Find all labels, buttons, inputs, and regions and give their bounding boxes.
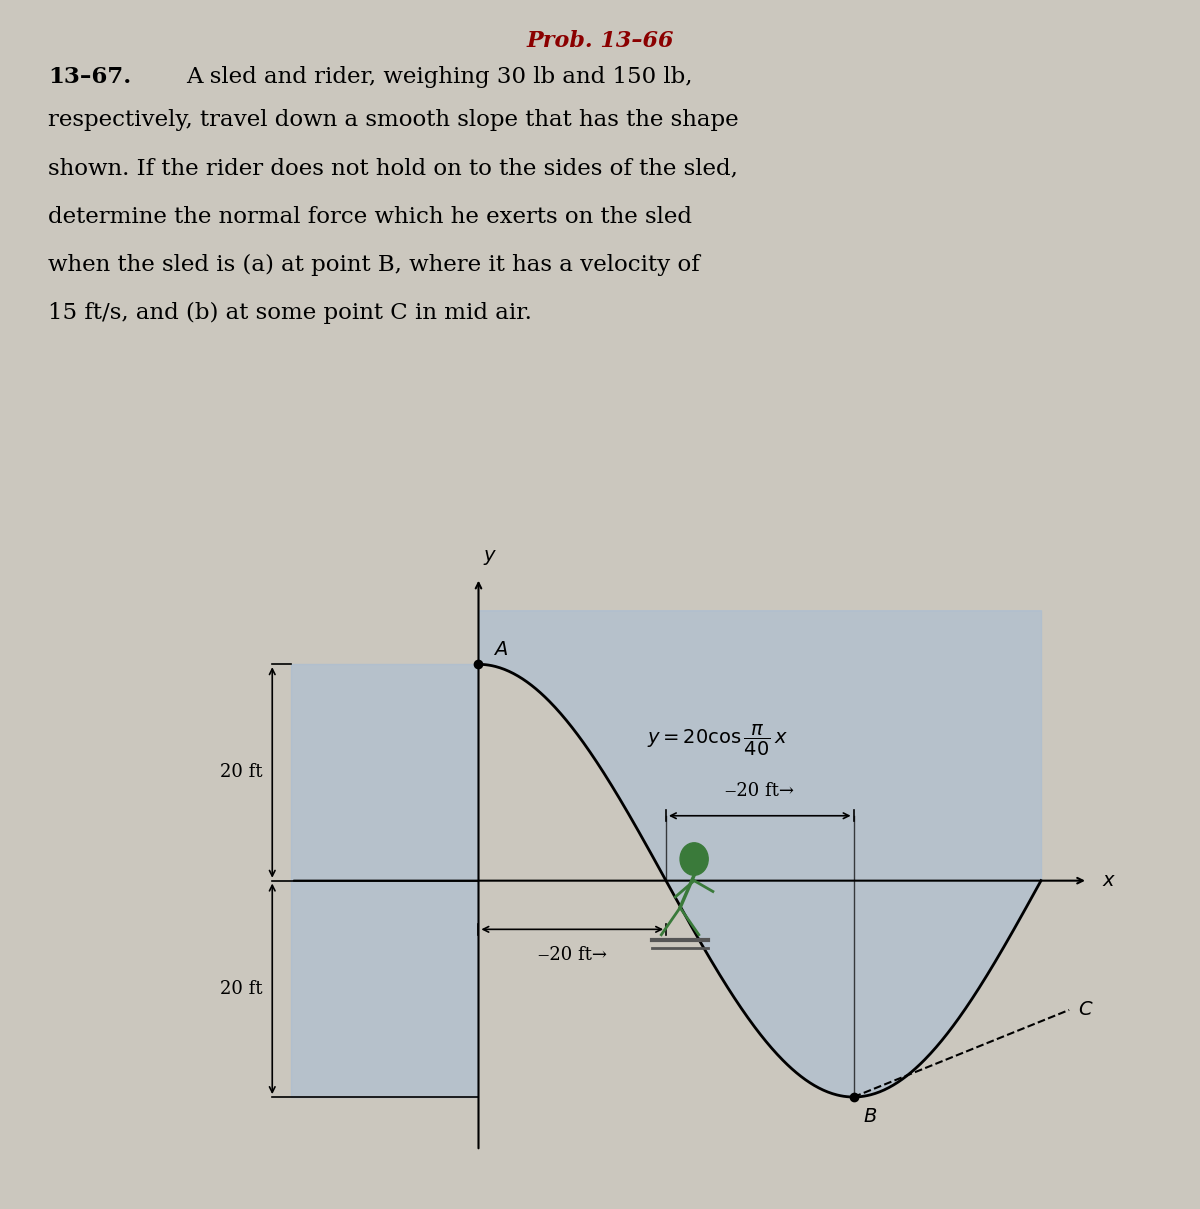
Text: $x$: $x$ (1102, 872, 1116, 890)
Text: 20 ft: 20 ft (221, 764, 263, 781)
Text: when the sled is (a) at point B, where it has a velocity of: when the sled is (a) at point B, where i… (48, 254, 700, 276)
Text: determine the normal force which he exerts on the sled: determine the normal force which he exer… (48, 206, 692, 227)
Text: respectively, travel down a smooth slope that has the shape: respectively, travel down a smooth slope… (48, 109, 739, 131)
Text: $B$: $B$ (863, 1107, 877, 1126)
Text: $y = 20\cos\dfrac{\pi}{40}\,x$: $y = 20\cos\dfrac{\pi}{40}\,x$ (647, 723, 788, 758)
Circle shape (680, 843, 708, 875)
Text: shown. If the rider does not hold on to the sides of the sled,: shown. If the rider does not hold on to … (48, 157, 738, 179)
Text: $C$: $C$ (1079, 1001, 1094, 1019)
Text: ‒20 ft→: ‒20 ft→ (538, 945, 607, 964)
Text: Prob. 13–66: Prob. 13–66 (527, 30, 673, 52)
Text: $y$: $y$ (484, 548, 498, 567)
Text: 13–67.: 13–67. (48, 66, 131, 88)
Text: $A$: $A$ (492, 641, 508, 659)
Text: ‒20 ft→: ‒20 ft→ (725, 781, 794, 799)
Text: 15 ft/s, and (b) at some point C in mid air.: 15 ft/s, and (b) at some point C in mid … (48, 302, 532, 324)
Text: 20 ft: 20 ft (221, 979, 263, 997)
Text: A sled and rider, weighing 30 lb and 150 lb,: A sled and rider, weighing 30 lb and 150… (186, 66, 692, 88)
